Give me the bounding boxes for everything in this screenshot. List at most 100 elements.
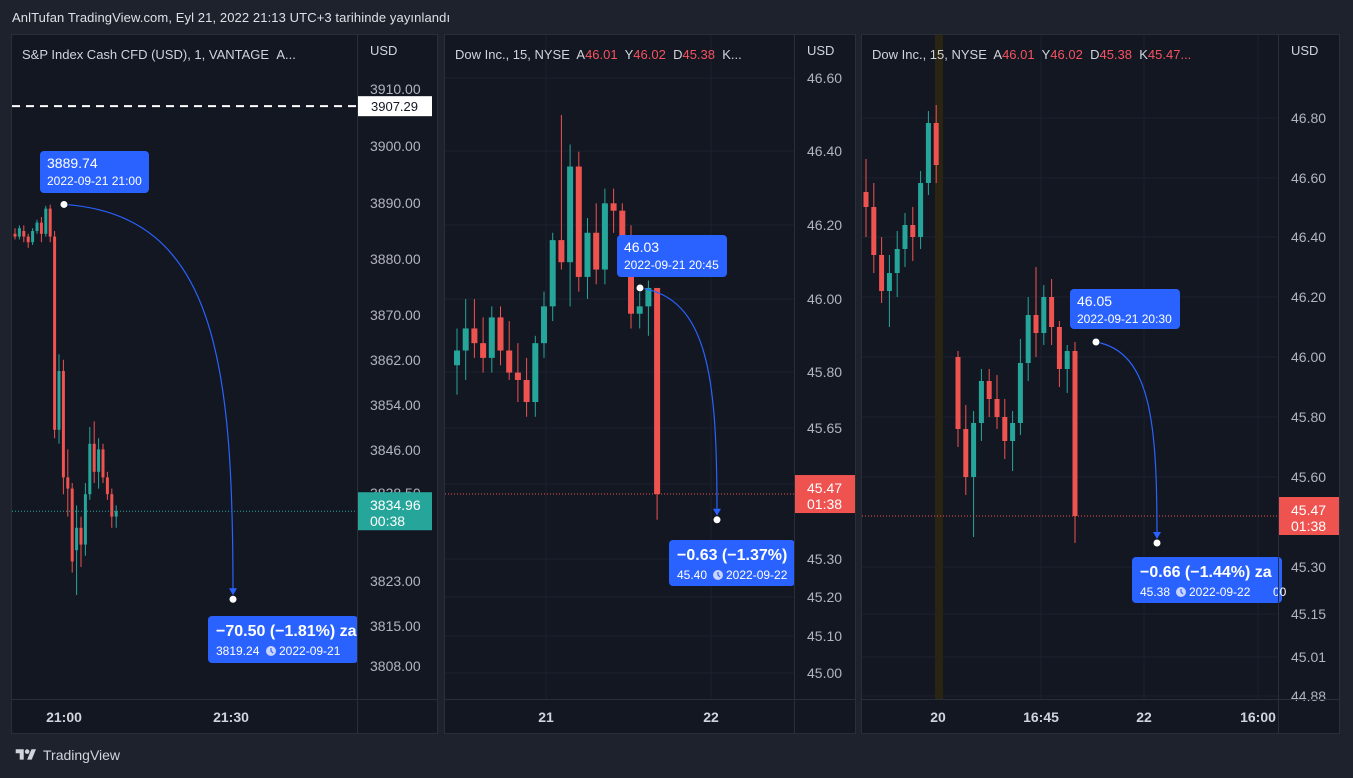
- candle-body[interactable]: [488, 317, 495, 358]
- candle-body[interactable]: [471, 328, 478, 344]
- price-badge-top[interactable]: [1070, 289, 1180, 329]
- candle-body[interactable]: [918, 183, 924, 237]
- candle-body[interactable]: [13, 233, 17, 237]
- projection-arrow[interactable]: [639, 287, 718, 514]
- anchor-point-start[interactable]: [59, 199, 69, 209]
- candle-body[interactable]: [1064, 351, 1070, 369]
- candle-body[interactable]: [92, 443, 96, 472]
- chart-canvas-spx[interactable]: 3907.29 3910.00 3900.00 3890.00 3880.00 3870.…: [12, 35, 438, 734]
- candle-body[interactable]: [97, 449, 101, 472]
- candle-body[interactable]: [1041, 297, 1047, 333]
- price-badge-top[interactable]: [40, 151, 149, 193]
- candle-body[interactable]: [480, 343, 487, 358]
- candle-body[interactable]: [83, 494, 87, 545]
- candle-body[interactable]: [986, 381, 992, 399]
- candle-body[interactable]: [541, 306, 547, 344]
- candle-body[interactable]: [955, 357, 961, 429]
- chart-panel-spx[interactable]: 3907.29 3910.00 3900.00 3890.00 3880.00 3870.…: [11, 34, 438, 734]
- candle-body[interactable]: [636, 306, 643, 314]
- change-badge-bottom[interactable]: [208, 616, 358, 663]
- anchor-point-end[interactable]: [712, 515, 722, 525]
- anchor-point-start[interactable]: [1091, 337, 1101, 347]
- candle-body[interactable]: [57, 371, 61, 430]
- x-tick-label: 21:00: [46, 709, 82, 725]
- candle-body[interactable]: [549, 240, 556, 307]
- candle-body[interactable]: [110, 494, 114, 517]
- candle-body[interactable]: [532, 343, 539, 403]
- anchor-point-end[interactable]: [228, 594, 238, 604]
- candle-body[interactable]: [105, 477, 109, 495]
- candle-body[interactable]: [497, 317, 504, 351]
- candle-body[interactable]: [654, 287, 661, 495]
- candle-body[interactable]: [994, 399, 1000, 417]
- candle-body[interactable]: [39, 222, 43, 234]
- chart-panel-dow-2[interactable]: 46.80 46.60 46.40 46.20 46.00 45.80 45.60 45.30…: [861, 34, 1340, 734]
- projection-arrow[interactable]: [63, 203, 234, 594]
- candle-body[interactable]: [1033, 315, 1039, 333]
- anchor-point-start[interactable]: [635, 283, 645, 293]
- candle-body[interactable]: [35, 222, 39, 231]
- candle-body[interactable]: [1056, 327, 1062, 369]
- candle-body[interactable]: [601, 203, 608, 270]
- candle-body[interactable]: [871, 207, 877, 255]
- chart-panel-dow-1[interactable]: 46.6046.4046.2046.0045.8045.6545.5045.30…: [444, 34, 856, 734]
- anchor-point-end[interactable]: [1152, 538, 1162, 548]
- candle-body[interactable]: [31, 231, 35, 243]
- candle-body[interactable]: [575, 166, 582, 277]
- candle-body[interactable]: [462, 328, 469, 351]
- candle-body[interactable]: [79, 527, 83, 545]
- candle-body[interactable]: [584, 232, 591, 277]
- candle-body[interactable]: [619, 210, 626, 248]
- currency-label[interactable]: USD: [1291, 43, 1319, 58]
- candle-body[interactable]: [925, 123, 931, 183]
- candle-body[interactable]: [53, 236, 57, 430]
- candle-body[interactable]: [628, 247, 634, 314]
- candle-body[interactable]: [44, 208, 48, 234]
- candle-body[interactable]: [1025, 315, 1031, 363]
- currency-label[interactable]: USD: [807, 43, 835, 58]
- candle-body[interactable]: [70, 488, 74, 562]
- candle-body[interactable]: [645, 287, 652, 307]
- candle-body[interactable]: [978, 381, 984, 423]
- candle-body[interactable]: [910, 225, 916, 237]
- candle-body[interactable]: [17, 228, 21, 237]
- candle-body[interactable]: [1010, 423, 1016, 441]
- candle-body[interactable]: [514, 372, 521, 380]
- candle-body[interactable]: [88, 443, 92, 495]
- chart-canvas-dow-2[interactable]: 46.80 46.60 46.40 46.20 46.00 45.80 45.60 45.30…: [862, 35, 1340, 734]
- candle-body[interactable]: [506, 350, 513, 373]
- candle-body[interactable]: [1017, 363, 1023, 423]
- candle-body[interactable]: [22, 231, 26, 237]
- candle-body[interactable]: [593, 232, 600, 270]
- chart-canvas-dow-1[interactable]: 46.6046.4046.2046.0045.8045.6545.5045.30…: [445, 35, 856, 734]
- candle-body[interactable]: [902, 225, 908, 249]
- change-badge-bottom[interactable]: [669, 540, 795, 586]
- candle-body[interactable]: [933, 123, 939, 165]
- price-badge-top[interactable]: [617, 235, 727, 277]
- tradingview-footer[interactable]: TradingView: [13, 747, 120, 763]
- candle-body[interactable]: [971, 423, 977, 477]
- candle-body[interactable]: [1072, 351, 1078, 516]
- candle-body[interactable]: [879, 255, 885, 291]
- candle-body[interactable]: [567, 166, 574, 263]
- candle-body[interactable]: [48, 208, 52, 237]
- candle-body[interactable]: [1049, 297, 1055, 327]
- candle-body[interactable]: [61, 371, 65, 478]
- candle-body[interactable]: [101, 449, 105, 478]
- candle-body[interactable]: [558, 240, 565, 263]
- candle-body[interactable]: [75, 527, 79, 551]
- candle-body[interactable]: [523, 379, 530, 403]
- candle-body[interactable]: [26, 236, 30, 243]
- candle-body[interactable]: [863, 192, 869, 207]
- candle-body[interactable]: [114, 511, 118, 517]
- candle-body[interactable]: [454, 350, 460, 366]
- projection-arrow[interactable]: [1095, 341, 1158, 538]
- candle-body[interactable]: [963, 429, 969, 477]
- change-badge-bottom[interactable]: [1132, 557, 1282, 603]
- candle-body[interactable]: [894, 249, 900, 273]
- candle-body[interactable]: [886, 273, 892, 291]
- candle-body[interactable]: [1002, 417, 1008, 441]
- candle-body[interactable]: [610, 203, 617, 211]
- currency-label[interactable]: USD: [370, 43, 398, 58]
- candle-body[interactable]: [66, 477, 70, 489]
